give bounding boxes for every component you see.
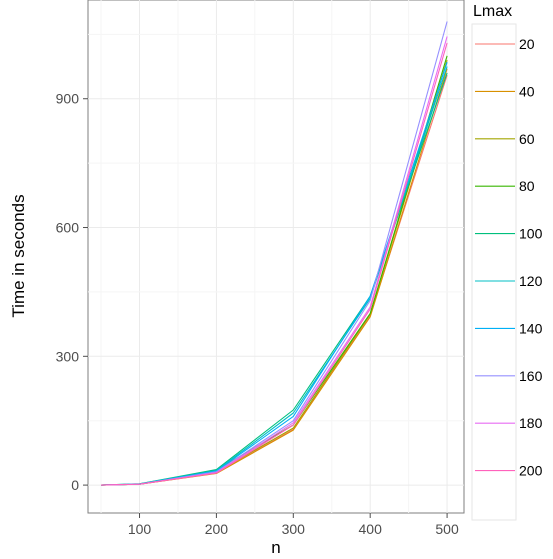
grid-layer — [88, 0, 464, 513]
legend-label-60: 60 — [519, 131, 535, 147]
legend-label-160: 160 — [519, 368, 543, 384]
legend-label-20: 20 — [519, 36, 535, 52]
y-tick-label: 900 — [56, 91, 80, 107]
series-line-200 — [101, 42, 448, 486]
y-tick-label: 0 — [71, 477, 79, 493]
legend-box — [471, 23, 517, 521]
y-axis-title: Time in seconds — [9, 194, 28, 317]
x-axis: 100 200 300 400 500 — [128, 513, 459, 537]
x-axis-title: n — [271, 538, 280, 557]
legend-label-100: 100 — [519, 226, 543, 242]
x-tick-label: 300 — [282, 521, 306, 537]
legend: 20 40 60 80 100 120 140 160 180 200 — [475, 36, 543, 479]
y-axis: 0 300 600 900 — [56, 91, 88, 493]
legend-label-80: 80 — [519, 178, 535, 194]
series-layer — [101, 21, 448, 486]
x-tick-label: 200 — [205, 521, 229, 537]
legend-label-200: 200 — [519, 463, 543, 479]
y-tick-label: 600 — [56, 220, 80, 236]
x-tick-label: 500 — [435, 521, 459, 537]
x-tick-label: 400 — [359, 521, 383, 537]
legend-title: Lmax — [473, 3, 512, 20]
legend-label-140: 140 — [519, 320, 543, 336]
plot-panel — [87, 0, 465, 514]
legend-label-40: 40 — [519, 83, 535, 99]
x-tick-label: 100 — [128, 521, 152, 537]
legend-label-180: 180 — [519, 415, 543, 431]
legend-label-120: 120 — [519, 273, 543, 289]
y-tick-label: 300 — [56, 348, 80, 364]
